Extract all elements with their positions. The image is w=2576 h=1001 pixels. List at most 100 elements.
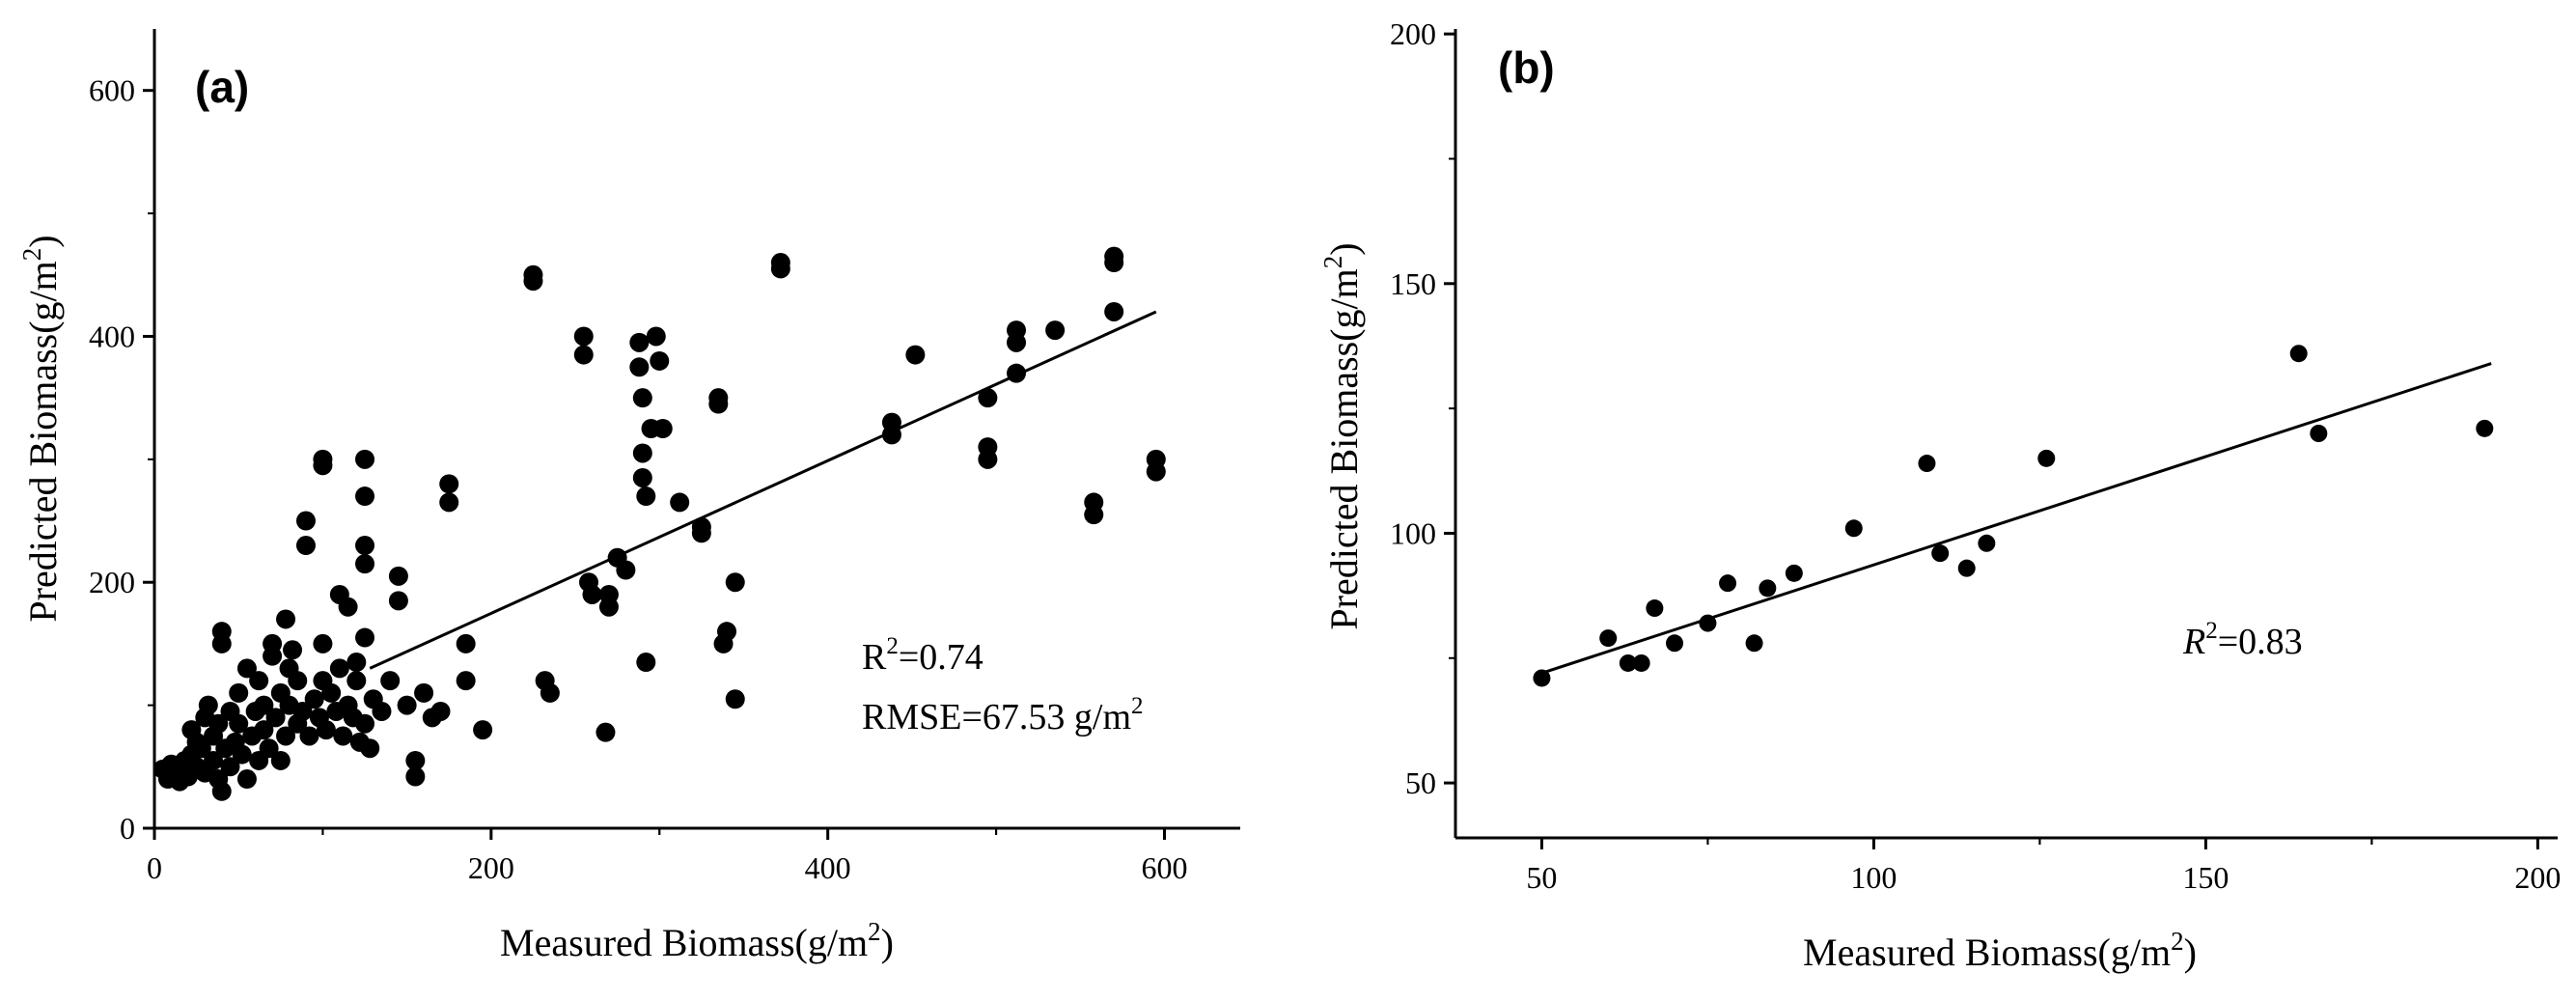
panel-a-x-tick-label: 200	[468, 850, 514, 885]
panel-a-fit-line	[369, 310, 1157, 670]
panel-a-data-point	[295, 511, 316, 531]
panel-a-data-point	[629, 357, 650, 377]
panel-a-data-point	[338, 597, 358, 617]
panel-a-data-point	[198, 695, 218, 715]
panel-a-y-tick-label: 200	[89, 565, 135, 599]
panel-b-data-point	[2037, 449, 2056, 467]
panel-a-data-point	[439, 474, 459, 494]
panel-a-data-point	[473, 720, 493, 740]
panel-a-data-point	[1104, 301, 1124, 321]
panel-a-data-point	[355, 627, 375, 648]
panel-b-data-point	[2289, 345, 2308, 363]
panel-a-y-tick-label: 400	[89, 319, 135, 353]
panel-b-label: (b)	[1498, 42, 1555, 93]
panel-a-data-point	[265, 708, 286, 728]
panel-a-data-point	[629, 332, 650, 352]
panel-a-data-point	[596, 722, 616, 742]
panel-b-r2-annotation: R2=0.83	[2182, 618, 2303, 662]
panel-b-data-point	[1759, 579, 1777, 598]
panel-b-data-point	[1745, 634, 1763, 653]
panel-a-data-point	[670, 492, 690, 513]
panel-a: 0 200 400 600 0 200 400 600 (a) R2=0.74 RMSE=67…	[17, 29, 1240, 964]
panel-a-data-point	[283, 640, 303, 660]
panel-a-data-point	[263, 633, 283, 653]
panel-a-data-point	[372, 701, 392, 721]
panel-a-data-point	[211, 622, 232, 642]
panel-a-r2-annotation: R2=0.74	[862, 633, 983, 678]
panel-a-data-point	[430, 701, 451, 721]
panel-a-data-point	[582, 584, 602, 604]
panel-a-data-point	[346, 653, 367, 673]
panel-a-data-point	[204, 750, 224, 770]
panel-b-y-tick-label: 150	[1390, 266, 1436, 301]
panel-a-data-point	[1084, 505, 1104, 525]
panel-a-data-point	[456, 671, 476, 691]
panel-b-x-tick-label: 200	[2514, 860, 2561, 895]
panel-b-x-tick-label: 50	[1526, 860, 1557, 895]
panel-a-x-tick-label: 600	[1142, 850, 1188, 885]
panel-a-data-point	[304, 689, 324, 709]
panel-a-data-point	[229, 713, 249, 734]
panel-a-data-point	[208, 713, 229, 734]
panel-a-data-point	[360, 738, 380, 759]
panel-a-data-point	[355, 713, 375, 734]
panel-a-data-point	[299, 726, 319, 746]
panel-b-data-point	[1957, 559, 1976, 577]
panel-a-data-point	[211, 781, 232, 801]
panel-a-data-point	[1007, 332, 1027, 352]
panel-a-data-point	[405, 750, 426, 770]
panel-a-data-point	[691, 523, 711, 543]
panel-a-data-point	[636, 487, 656, 507]
panel-b-fit-line	[1540, 362, 2492, 675]
panel-a-data-point	[725, 572, 745, 593]
panel-a-data-point	[1104, 253, 1124, 273]
panel-b-data-point	[1599, 629, 1618, 648]
panel-b-data-point	[2476, 419, 2494, 437]
panel-b-x-tick-label: 100	[1850, 860, 1897, 895]
panel-a-data-point	[397, 695, 417, 715]
panel-a-data-point	[652, 419, 673, 438]
panel-a-data-point	[708, 394, 729, 414]
panel-a-data-point	[1045, 320, 1066, 341]
panel-b-data-point	[1844, 519, 1863, 538]
panel-a-data-point	[770, 259, 790, 279]
panel-b-x-axis-title: Measured Biomass(g/m2)	[1803, 927, 2197, 974]
panel-a-data-point	[191, 738, 211, 759]
panel-a-data-point	[329, 658, 349, 679]
panel-a-data-point	[456, 633, 476, 653]
panel-a-x-tick-label: 0	[147, 850, 162, 885]
panel-b-data-point	[1619, 653, 1637, 672]
panel-b: 50 100 150 200 50 100 150 200 (b) R2=0.83 Measu…	[1318, 16, 2561, 974]
panel-a-y-axis-title: Predicted Biomass(g/m2)	[17, 235, 65, 622]
panel-b-data-point	[1719, 574, 1737, 593]
panel-a-data-point	[388, 591, 408, 611]
panel-a-data-point	[573, 326, 594, 347]
panel-b-data-point	[1533, 669, 1551, 687]
panel-b-y-tick-label: 200	[1390, 16, 1436, 51]
panel-a-data-point	[439, 492, 459, 513]
panel-a-data-point	[380, 671, 401, 691]
panel-a-data-point	[636, 653, 656, 673]
panel-a-data-point	[523, 271, 543, 292]
panel-a-data-point	[254, 695, 274, 715]
panel-a-data-point	[313, 449, 333, 469]
panel-a-data-point	[1146, 461, 1166, 482]
panel-a-data-point	[598, 597, 619, 617]
panel-a-data-point	[236, 769, 257, 790]
panel-b-data-point	[1918, 455, 1936, 473]
panel-a-label: (a)	[195, 62, 249, 112]
panel-a-data-point	[254, 720, 274, 740]
panel-a-data-point	[321, 682, 342, 703]
panel-a-data-point	[295, 536, 316, 556]
panel-a-y-tick-label: 600	[89, 73, 135, 108]
panel-b-data-point	[1666, 634, 1684, 653]
panel-a-data-point	[249, 671, 269, 691]
panel-a-data-point	[414, 682, 434, 703]
panel-a-data-point	[405, 766, 426, 787]
panel-a-data-point	[259, 738, 279, 759]
panel-a-data-point	[632, 467, 652, 487]
panel-a-data-point	[292, 701, 313, 721]
panel-a-x-axis-title: Measured Biomass(g/m2)	[500, 917, 894, 964]
panel-a-data-point	[276, 726, 296, 746]
